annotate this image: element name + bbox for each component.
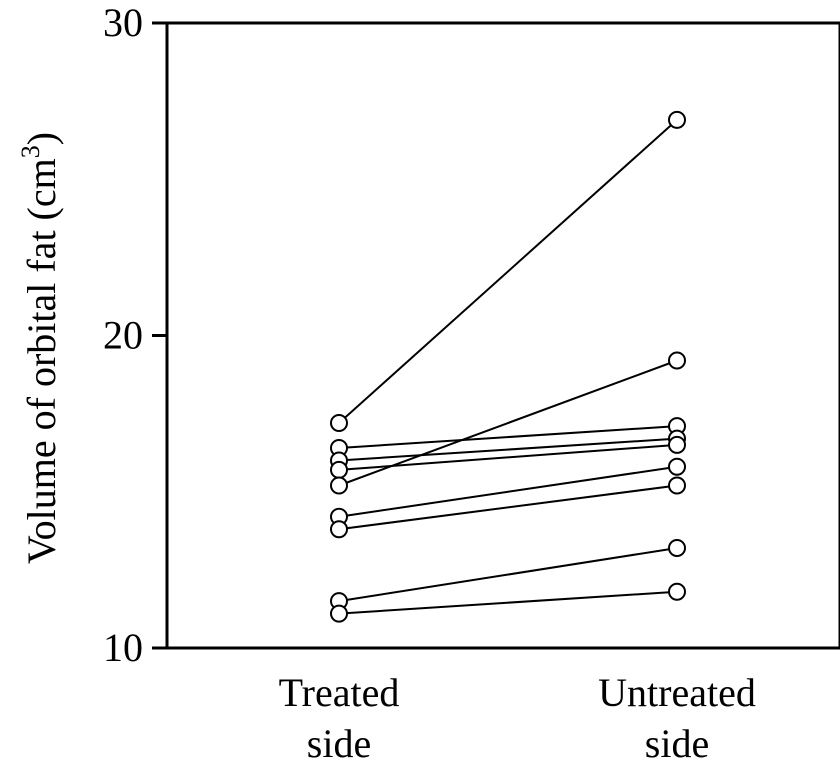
series-line-2 [338,425,678,449]
series-line-8 [338,547,678,603]
y-tick-label-20: 20 [103,313,143,358]
y-axis-label: Volume of orbital fat (cm3) [16,132,64,564]
y-axis-label-superscript: 3 [16,145,45,158]
y-tick-label-10: 10 [103,625,143,670]
data-point-8-untreated [668,539,686,557]
data-point-1-treated [330,414,348,432]
series-line-5 [338,359,678,487]
x-tick-label-untreated-line1: Untreated [598,670,756,715]
y-tick-labels: 10 20 30 [103,0,143,670]
data-point-5-treated [330,476,348,495]
series-line-6 [338,465,678,518]
plot-frame [165,21,840,650]
x-tick-label-untreated-line2: side [645,721,709,764]
y-ticks [152,21,167,650]
y-tick-label-30: 30 [103,0,143,45]
data-point-4-untreated [668,435,686,454]
data-point-1-untreated [668,110,686,129]
data-point-9-untreated [668,582,686,601]
series-group [330,110,686,623]
data-point-7-treated [330,520,348,539]
data-point-5-untreated [668,351,686,370]
y-axis-label-main: Volume of orbital fat (cm [19,158,64,564]
x-tick-label-treated-line1: Treated [279,670,400,715]
data-point-7-untreated [668,476,686,495]
y-axis-label-close: ) [19,132,64,145]
series-line-3 [338,437,678,462]
data-point-6-untreated [668,457,686,476]
series-line-1 [338,119,678,424]
data-point-9-treated [330,604,348,623]
x-tick-label-treated-line2: side [307,721,371,764]
x-tick-labels: Treated side Untreated side [279,670,756,764]
series-line-9 [338,590,678,615]
data-point-4-treated [330,460,348,479]
series-line-7 [338,484,678,531]
